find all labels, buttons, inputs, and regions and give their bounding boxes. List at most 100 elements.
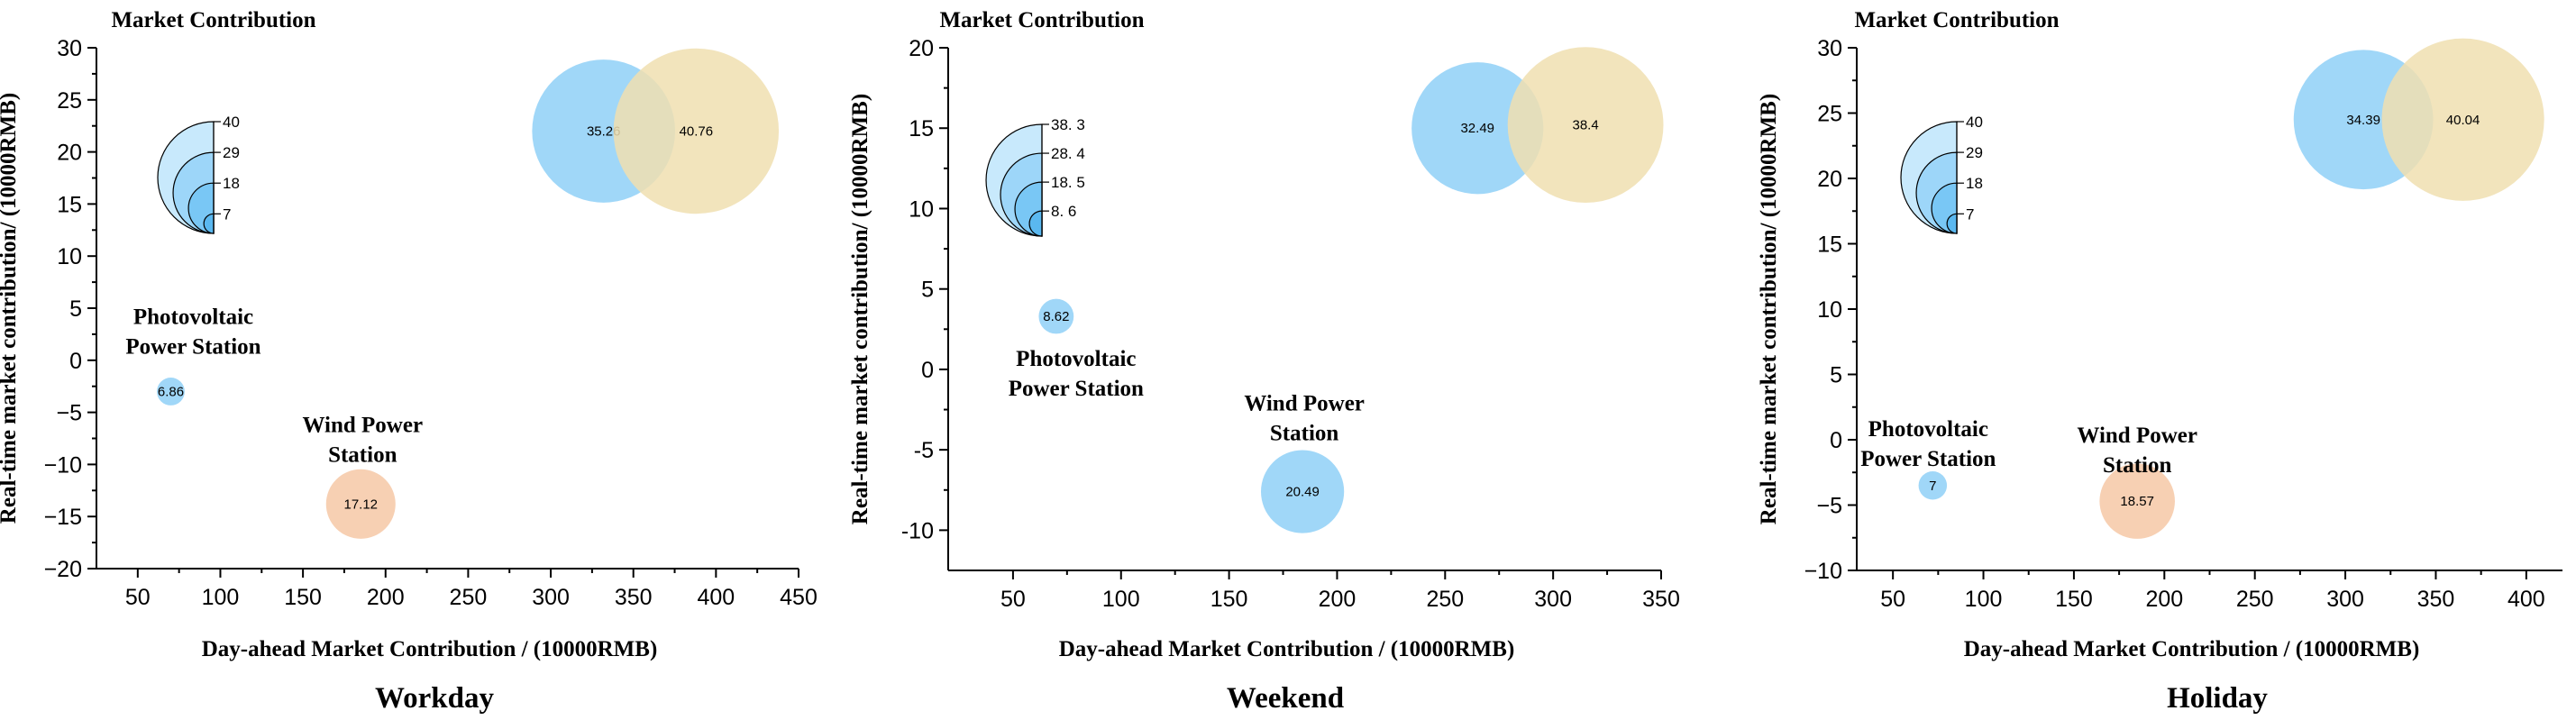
x-tick-label: 250 [1426, 587, 1464, 612]
x-tick-label: 300 [1534, 587, 1572, 612]
y-tick-label: −10 [1804, 559, 1842, 584]
x-tick-label: 350 [2417, 587, 2455, 612]
bubble-value-label: 18.57 [2120, 494, 2154, 509]
x-tick-label: 50 [1880, 587, 1905, 612]
x-tick-label: 150 [1210, 587, 1248, 612]
bubble-point [1507, 47, 1664, 204]
y-tick-label: 20 [57, 141, 82, 166]
x-tick-label: 450 [780, 585, 818, 610]
y-tick-label: 15 [1817, 232, 1842, 258]
legend-size-label: 29 [223, 144, 240, 161]
x-tick-label: 400 [2507, 587, 2545, 612]
x-tick-label: 200 [1319, 587, 1357, 612]
legend-size-label: 18. 5 [1051, 174, 1085, 191]
point-name-label: Wind Power Station [1244, 392, 1365, 446]
x-tick-label: 350 [1642, 587, 1680, 612]
legend-size-label: 38. 3 [1051, 116, 1085, 133]
x-tick-label: 150 [284, 585, 322, 610]
y-tick-label: 25 [57, 88, 82, 114]
x-tick-label: 300 [2326, 587, 2364, 612]
y-tick-label: -5 [914, 438, 934, 463]
y-tick-label: 20 [909, 36, 934, 61]
y-tick-label: -10 [901, 518, 934, 543]
x-tick-label: 350 [615, 585, 653, 610]
bubble-point [2381, 38, 2544, 201]
legend-size-label: 8. 6 [1051, 203, 1076, 220]
bubble-point [613, 48, 780, 214]
bubble-point [1918, 471, 1948, 500]
bubble-point [157, 378, 185, 406]
chart-caption: Weekend [1227, 682, 1344, 715]
legend-size-label: 7 [223, 205, 231, 223]
bubble-value-label: 35.26 [587, 123, 621, 139]
bubble-point [1411, 62, 1544, 195]
y-tick-label: −15 [44, 505, 82, 530]
bubble-value-label: 7 [1929, 478, 1936, 494]
y-tick-label: 10 [1817, 297, 1842, 323]
y-axis-title: Real-time market contribution/ (10000RMB… [0, 93, 21, 524]
bubble-value-label: 20.49 [1285, 485, 1320, 500]
legend: Market Contribution 40 29 18 7 [1854, 8, 2060, 234]
bubble-value-label: 6.86 [158, 384, 184, 399]
y-tick-label: 10 [909, 196, 934, 222]
legend-size-label: 40 [223, 114, 240, 131]
chart-caption: Workday [375, 682, 495, 715]
bubble-point [325, 469, 396, 539]
y-tick-label: 20 [1817, 167, 1842, 192]
legend: Market Contribution 38. 3 28. 4 18. 5 8. 6 [939, 8, 1145, 237]
bubble-point [2099, 463, 2175, 539]
legend-title: Market Contribution [1854, 8, 2059, 32]
x-tick-label: 300 [532, 585, 570, 610]
legend-title: Market Contribution [939, 8, 1144, 32]
bubble-value-label: 8.62 [1043, 309, 1069, 324]
point-name-label: Wind Power Station [2077, 424, 2197, 478]
y-tick-label: −20 [44, 557, 82, 582]
y-tick-label: −10 [44, 452, 82, 478]
x-tick-label: 200 [367, 585, 405, 610]
legend-title: Market Contribution [111, 8, 315, 32]
point-name-label: Photovoltaic Power Station [125, 305, 260, 359]
legend-size-label: 28. 4 [1051, 145, 1085, 162]
point-name-label: Photovoltaic Power Station [1009, 347, 1144, 401]
x-tick-label: 100 [202, 585, 240, 610]
y-tick-label: 0 [69, 349, 82, 374]
y-tick-label: 5 [1830, 363, 1842, 388]
bubble-value-label: 40.04 [2446, 113, 2480, 128]
x-tick-label: 150 [2055, 587, 2093, 612]
y-tick-label: 30 [1817, 36, 1842, 61]
x-tick-label: 100 [1102, 587, 1140, 612]
y-tick-label: 5 [69, 296, 82, 322]
y-axis-title: Real-time market contribution/ (10000RMB… [848, 94, 872, 524]
legend-size-label: 18 [1966, 175, 1983, 192]
y-tick-label: 5 [921, 278, 934, 303]
x-tick-label: 50 [1000, 587, 1026, 612]
x-tick-label: 200 [2145, 587, 2183, 612]
y-tick-label: 25 [1817, 102, 1842, 127]
legend-size-label: 18 [223, 175, 240, 192]
y-tick-label: 15 [57, 192, 82, 217]
point-name-label: Photovoltaic Power Station [1860, 417, 1996, 471]
x-tick-label: 400 [697, 585, 735, 610]
chart-holiday: 34.39Thermal PowerUnit 140.04Thermal Pow… [1757, 8, 2562, 715]
legend-size-label: 40 [1966, 114, 1983, 131]
bubble-value-label: 38.4 [1573, 118, 1599, 133]
bubble-point [1261, 450, 1345, 533]
x-tick-label: 50 [125, 585, 151, 610]
bubble-value-label: 17.12 [343, 497, 378, 512]
bubble-point [1038, 298, 1074, 334]
y-tick-label: 10 [57, 244, 82, 269]
y-tick-label: −5 [56, 401, 82, 426]
y-tick-label: 0 [1830, 428, 1842, 453]
legend-size-label: 7 [1966, 205, 1974, 223]
bubble-value-label: 32.49 [1460, 121, 1494, 136]
chart-caption: Holiday [2167, 682, 2268, 715]
legend-size-arc [203, 213, 215, 234]
x-tick-label: 250 [450, 585, 488, 610]
chart-weekend: 32.49Thermal PowerUnit 138.4Thermal Powe… [848, 8, 1680, 715]
x-tick-label: 100 [1965, 587, 2003, 612]
bubble-value-label: 34.39 [2346, 113, 2380, 128]
x-tick-label: 250 [2236, 587, 2274, 612]
x-axis-title: Day-ahead Market Contribution / (10000RM… [202, 637, 658, 661]
legend-size-arc [1946, 213, 1958, 234]
y-axis-title: Real-time market contribution/ (10000RMB… [1757, 94, 1781, 524]
